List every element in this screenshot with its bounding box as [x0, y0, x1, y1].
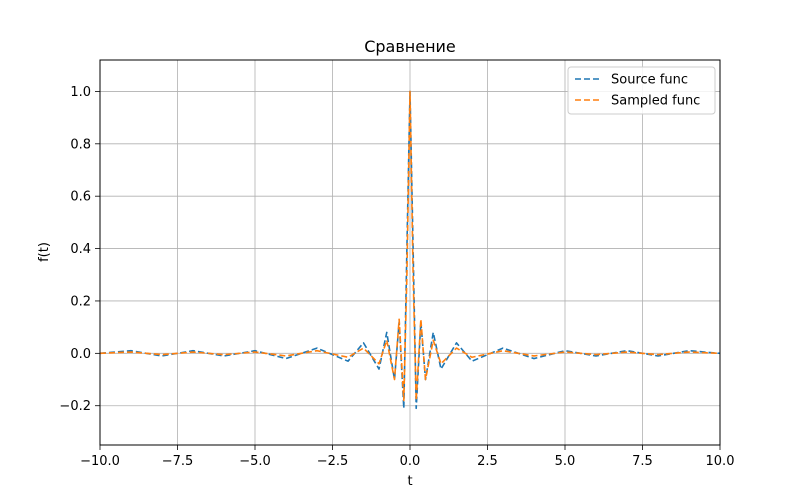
y-axis-ticks: −0.2 0.0 0.2 0.4 0.6 0.8 1.0 [59, 85, 100, 414]
x-tick-label: −7.5 [162, 454, 194, 469]
plot-lines [99, 90, 721, 410]
x-tick-label: −2.5 [317, 454, 349, 469]
y-tick-label: 0.0 [70, 347, 91, 362]
x-tick-label: −10.0 [80, 454, 120, 469]
legend-box [567, 66, 716, 115]
y-tick-label: 0.2 [70, 294, 91, 309]
legend-label: Sampled func [611, 94, 700, 109]
y-tick-label: 1.0 [70, 85, 91, 100]
legend: Source func Sampled func [567, 66, 716, 115]
y-tick-label: 0.8 [70, 137, 91, 152]
series-line-2 [99, 90, 721, 402]
y-axis-label: f(t) [37, 242, 52, 262]
x-axis-ticks: −10.0 −7.5 −5.0 −2.5 0.0 2.5 5.0 7.5 10.0 [80, 445, 734, 469]
x-tick-label: 2.5 [477, 454, 498, 469]
y-tick-label: 0.6 [70, 190, 91, 205]
x-tick-label: 0.0 [400, 454, 421, 469]
y-tick-label: −0.2 [59, 399, 91, 414]
x-tick-label: 10.0 [706, 454, 735, 469]
legend-label: Source func [611, 73, 688, 88]
y-tick-label: 0.4 [70, 242, 91, 257]
x-tick-label: 7.5 [632, 454, 653, 469]
x-tick-label: −5.0 [239, 454, 271, 469]
chart-title: Сравнение [364, 37, 456, 56]
x-tick-label: 5.0 [555, 454, 576, 469]
x-axis-label: t [407, 474, 412, 489]
